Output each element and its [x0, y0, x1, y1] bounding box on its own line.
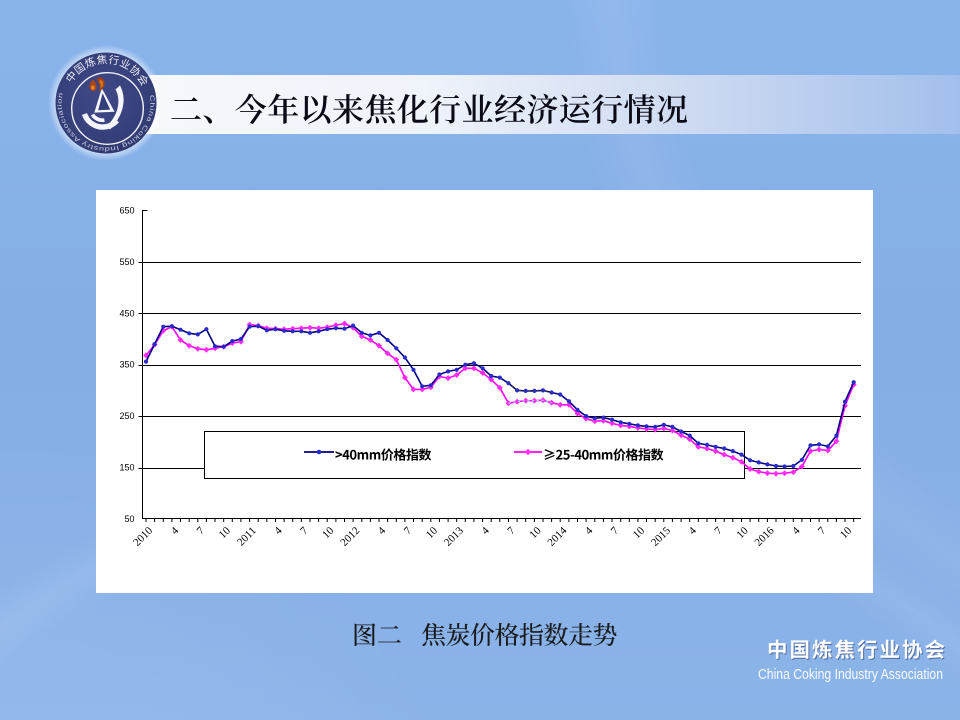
svg-text:50: 50 [124, 514, 134, 524]
svg-text:China Coking Industry Associat: China Coking Industry Association [758, 667, 943, 683]
svg-text:250: 250 [119, 411, 134, 421]
svg-text:650: 650 [119, 206, 134, 216]
svg-text:150: 150 [119, 463, 134, 473]
svg-text:450: 450 [119, 308, 134, 318]
svg-text:550: 550 [119, 257, 134, 267]
svg-text:350: 350 [119, 360, 134, 370]
